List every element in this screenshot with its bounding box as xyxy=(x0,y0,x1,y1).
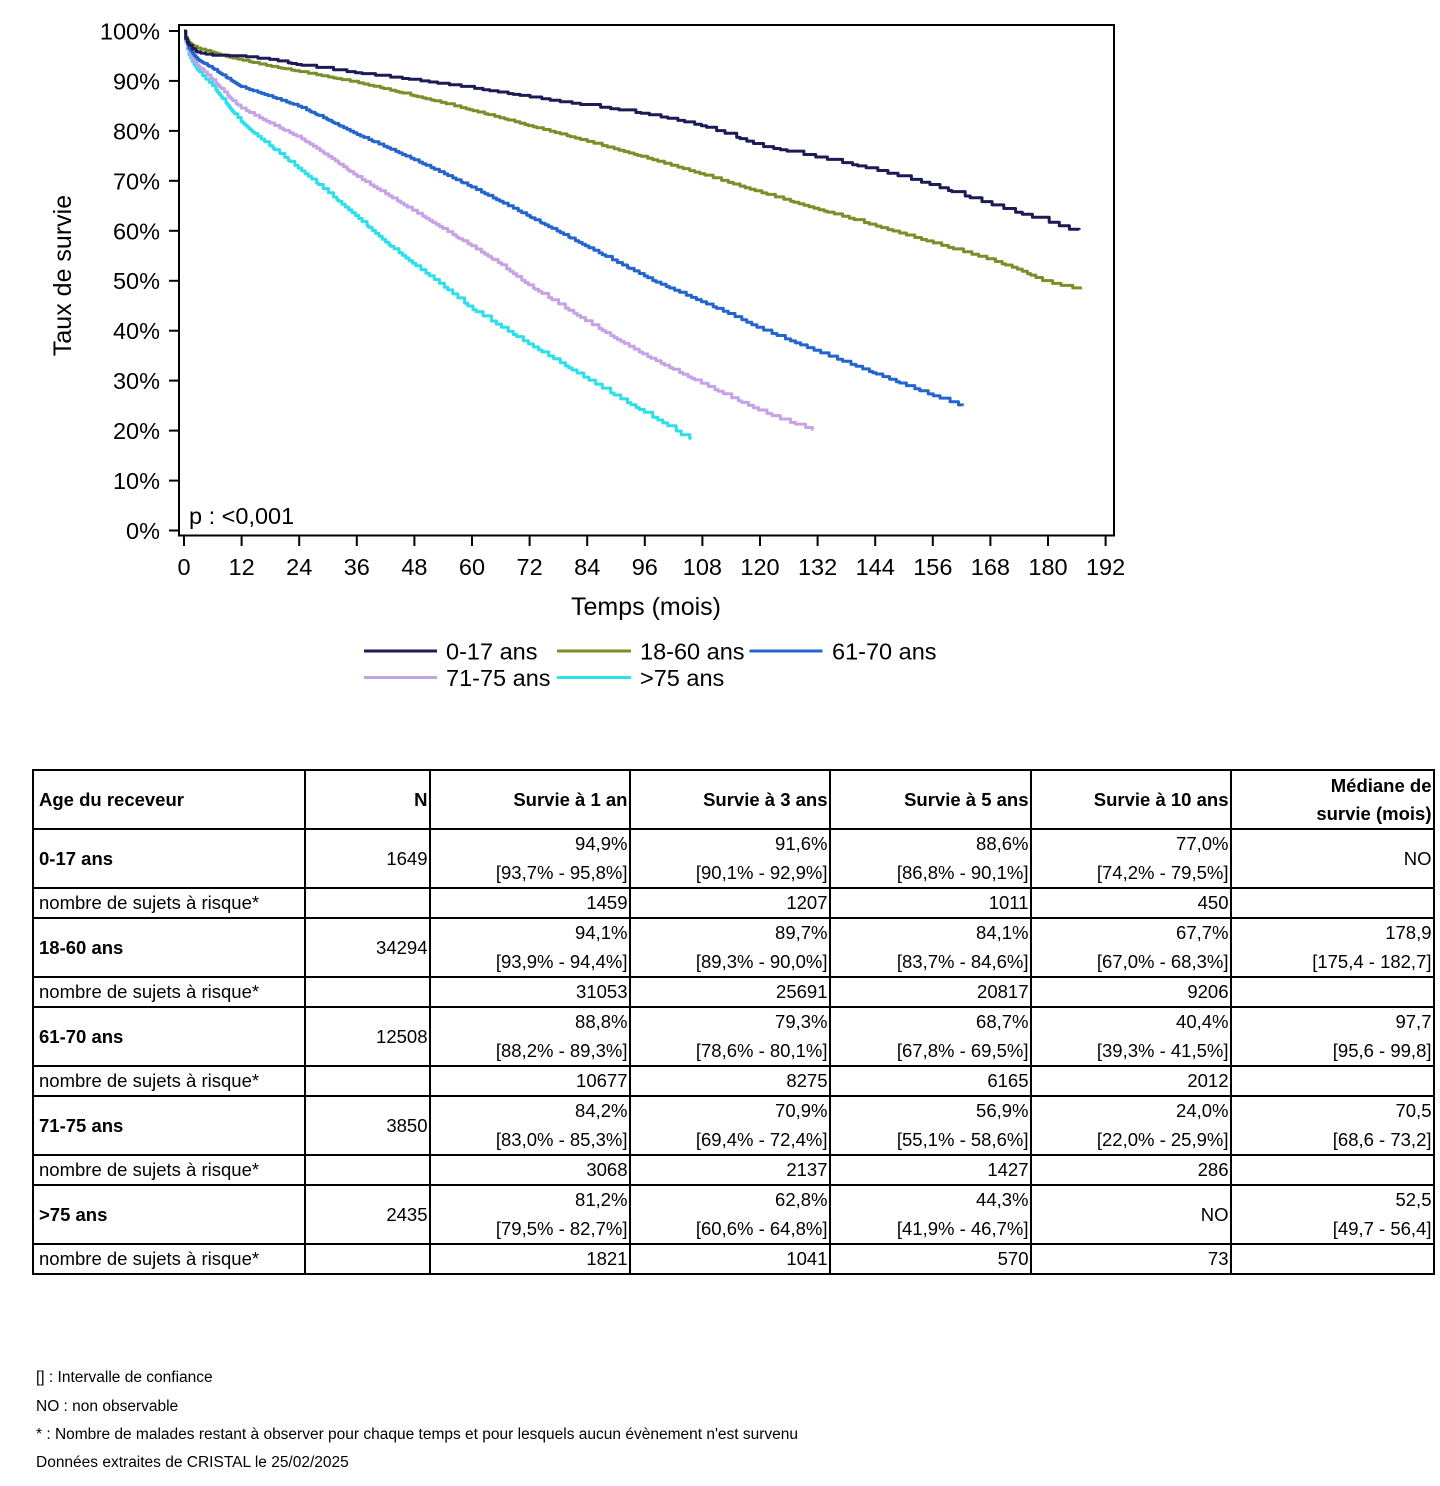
svg-text:p : <0,001: p : <0,001 xyxy=(189,503,294,529)
svg-text:40%: 40% xyxy=(113,318,160,344)
svg-text:70%: 70% xyxy=(113,168,160,194)
svg-text:180: 180 xyxy=(1028,554,1067,580)
svg-text:144: 144 xyxy=(856,554,895,580)
svg-text:60: 60 xyxy=(459,554,485,580)
svg-text:Taux de survie: Taux de survie xyxy=(49,195,77,356)
svg-text:0-17 ans: 0-17 ans xyxy=(446,639,537,665)
svg-text:12: 12 xyxy=(229,554,255,580)
svg-text:108: 108 xyxy=(683,554,722,580)
svg-text:48: 48 xyxy=(401,554,427,580)
svg-text:>75 ans: >75 ans xyxy=(640,665,724,691)
svg-text:84: 84 xyxy=(574,554,600,580)
svg-text:71-75 ans: 71-75 ans xyxy=(446,665,551,691)
svg-text:50%: 50% xyxy=(113,268,160,294)
svg-text:61-70 ans: 61-70 ans xyxy=(832,639,937,665)
svg-text:Temps (mois): Temps (mois) xyxy=(571,593,721,621)
svg-text:24: 24 xyxy=(286,554,312,580)
svg-text:168: 168 xyxy=(971,554,1010,580)
svg-text:96: 96 xyxy=(632,554,658,580)
svg-text:156: 156 xyxy=(913,554,952,580)
svg-text:18-60 ans: 18-60 ans xyxy=(640,639,745,665)
svg-text:100%: 100% xyxy=(100,19,160,45)
svg-text:20%: 20% xyxy=(113,418,160,444)
svg-text:90%: 90% xyxy=(113,68,160,94)
svg-text:0: 0 xyxy=(177,554,190,580)
svg-text:192: 192 xyxy=(1086,554,1125,580)
svg-text:0%: 0% xyxy=(126,518,160,544)
svg-text:72: 72 xyxy=(517,554,543,580)
svg-text:36: 36 xyxy=(344,554,370,580)
svg-text:60%: 60% xyxy=(113,218,160,244)
svg-text:30%: 30% xyxy=(113,368,160,394)
svg-text:80%: 80% xyxy=(113,118,160,144)
svg-text:120: 120 xyxy=(740,554,779,580)
svg-text:10%: 10% xyxy=(113,468,160,494)
svg-text:132: 132 xyxy=(798,554,837,580)
